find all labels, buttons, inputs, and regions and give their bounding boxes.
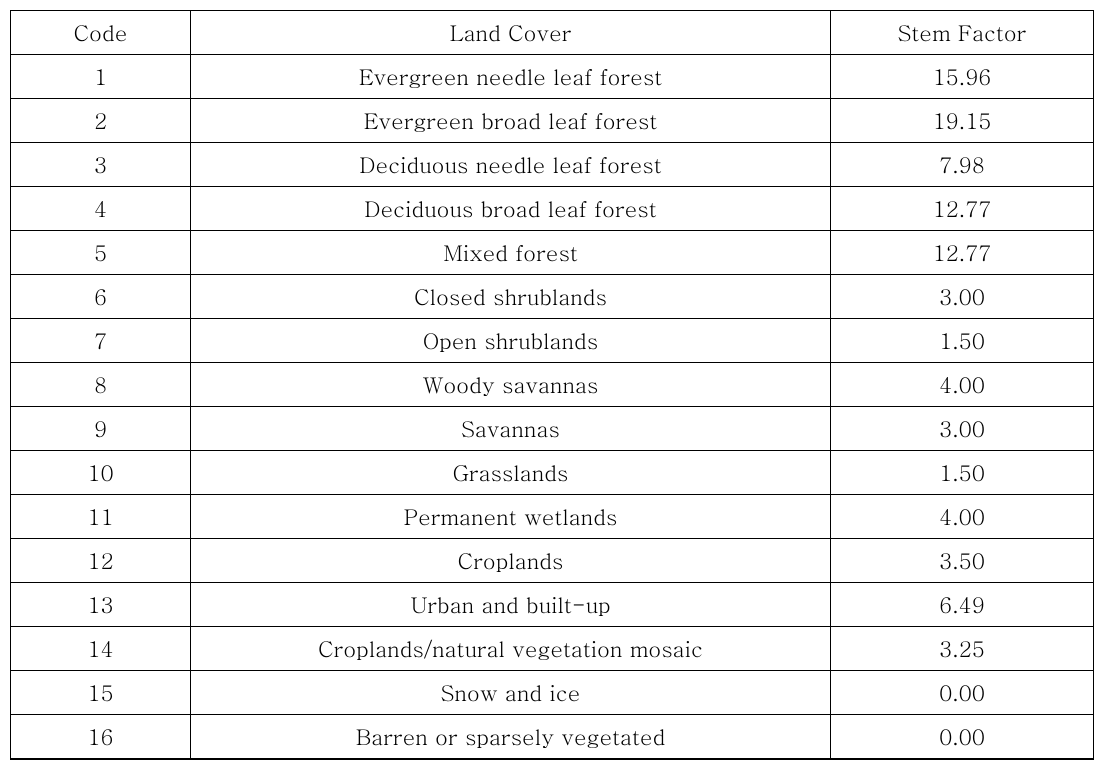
table-row: 14 Croplands/natural vegetation mosaic 3… bbox=[11, 627, 1094, 671]
header-code: Code bbox=[11, 11, 191, 55]
cell-landcover: Open shrublands bbox=[191, 319, 831, 363]
cell-code: 2 bbox=[11, 99, 191, 143]
cell-stemfactor: 1.50 bbox=[831, 319, 1094, 363]
cell-stemfactor: 7.98 bbox=[831, 143, 1094, 187]
cell-code: 7 bbox=[11, 319, 191, 363]
land-cover-table: Code Land Cover Stem Factor 1 Evergreen … bbox=[10, 10, 1094, 760]
cell-stemfactor: 0.00 bbox=[831, 671, 1094, 715]
cell-landcover: Evergreen broad leaf forest bbox=[191, 99, 831, 143]
cell-code: 12 bbox=[11, 539, 191, 583]
cell-landcover: Deciduous broad leaf forest bbox=[191, 187, 831, 231]
cell-landcover: Savannas bbox=[191, 407, 831, 451]
table-row: 5 Mixed forest 12.77 bbox=[11, 231, 1094, 275]
cell-code: 10 bbox=[11, 451, 191, 495]
table-row: 9 Savannas 3.00 bbox=[11, 407, 1094, 451]
cell-landcover: Permanent wetlands bbox=[191, 495, 831, 539]
table-row: 10 Grasslands 1.50 bbox=[11, 451, 1094, 495]
cell-stemfactor: 3.00 bbox=[831, 407, 1094, 451]
cell-stemfactor: 12.77 bbox=[831, 231, 1094, 275]
table-row: 3 Deciduous needle leaf forest 7.98 bbox=[11, 143, 1094, 187]
header-landcover: Land Cover bbox=[191, 11, 831, 55]
cell-code: 8 bbox=[11, 363, 191, 407]
cell-code: 6 bbox=[11, 275, 191, 319]
cell-landcover: Urban and built-up bbox=[191, 583, 831, 627]
cell-code: 16 bbox=[11, 715, 191, 759]
table-row: 16 Barren or sparsely vegetated 0.00 bbox=[11, 715, 1094, 759]
table-row: 13 Urban and built-up 6.49 bbox=[11, 583, 1094, 627]
cell-landcover: Barren or sparsely vegetated bbox=[191, 715, 831, 759]
cell-landcover: Evergreen needle leaf forest bbox=[191, 55, 831, 99]
cell-code: 4 bbox=[11, 187, 191, 231]
cell-stemfactor: 19.15 bbox=[831, 99, 1094, 143]
cell-stemfactor: 15.96 bbox=[831, 55, 1094, 99]
table-row: 11 Permanent wetlands 4.00 bbox=[11, 495, 1094, 539]
cell-stemfactor: 4.00 bbox=[831, 363, 1094, 407]
cell-stemfactor: 6.49 bbox=[831, 583, 1094, 627]
cell-stemfactor: 4.00 bbox=[831, 495, 1094, 539]
table-body: 1 Evergreen needle leaf forest 15.96 2 E… bbox=[11, 55, 1094, 759]
cell-landcover: Deciduous needle leaf forest bbox=[191, 143, 831, 187]
cell-stemfactor: 12.77 bbox=[831, 187, 1094, 231]
cell-stemfactor: 1.50 bbox=[831, 451, 1094, 495]
cell-stemfactor: 3.50 bbox=[831, 539, 1094, 583]
cell-stemfactor: 3.25 bbox=[831, 627, 1094, 671]
table-row: 4 Deciduous broad leaf forest 12.77 bbox=[11, 187, 1094, 231]
cell-code: 14 bbox=[11, 627, 191, 671]
cell-code: 9 bbox=[11, 407, 191, 451]
cell-landcover: Woody savannas bbox=[191, 363, 831, 407]
header-stemfactor: Stem Factor bbox=[831, 11, 1094, 55]
land-cover-table-container: Code Land Cover Stem Factor 1 Evergreen … bbox=[10, 10, 1093, 760]
table-row: 15 Snow and ice 0.00 bbox=[11, 671, 1094, 715]
table-row: 7 Open shrublands 1.50 bbox=[11, 319, 1094, 363]
cell-code: 3 bbox=[11, 143, 191, 187]
cell-code: 11 bbox=[11, 495, 191, 539]
table-row: 6 Closed shrublands 3.00 bbox=[11, 275, 1094, 319]
cell-landcover: Closed shrublands bbox=[191, 275, 831, 319]
cell-code: 1 bbox=[11, 55, 191, 99]
cell-stemfactor: 0.00 bbox=[831, 715, 1094, 759]
cell-landcover: Mixed forest bbox=[191, 231, 831, 275]
table-row: 2 Evergreen broad leaf forest 19.15 bbox=[11, 99, 1094, 143]
cell-code: 13 bbox=[11, 583, 191, 627]
cell-code: 5 bbox=[11, 231, 191, 275]
cell-landcover: Croplands/natural vegetation mosaic bbox=[191, 627, 831, 671]
cell-landcover: Croplands bbox=[191, 539, 831, 583]
table-header-row: Code Land Cover Stem Factor bbox=[11, 11, 1094, 55]
cell-landcover: Grasslands bbox=[191, 451, 831, 495]
cell-landcover: Snow and ice bbox=[191, 671, 831, 715]
cell-code: 15 bbox=[11, 671, 191, 715]
table-row: 8 Woody savannas 4.00 bbox=[11, 363, 1094, 407]
table-row: 1 Evergreen needle leaf forest 15.96 bbox=[11, 55, 1094, 99]
cell-stemfactor: 3.00 bbox=[831, 275, 1094, 319]
table-row: 12 Croplands 3.50 bbox=[11, 539, 1094, 583]
